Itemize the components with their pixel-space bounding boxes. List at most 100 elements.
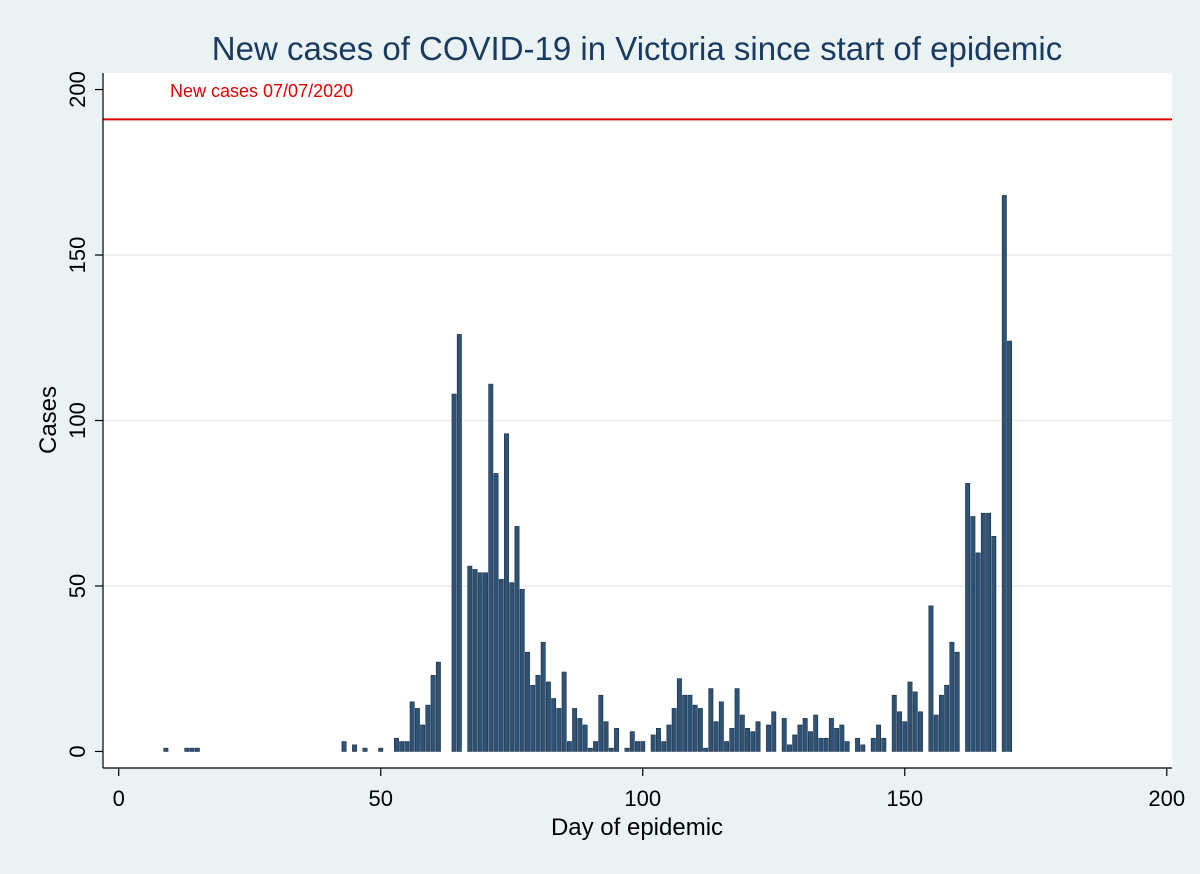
bar — [718, 701, 724, 752]
bar — [944, 684, 950, 752]
bar — [409, 701, 415, 752]
bar — [425, 704, 431, 752]
bar — [566, 741, 572, 752]
bar — [855, 737, 861, 752]
x-axis-label: Day of epidemic — [551, 814, 723, 841]
bar — [1007, 340, 1013, 752]
bar — [435, 661, 441, 752]
bar — [572, 708, 578, 752]
y-tick-label: 150 — [65, 237, 90, 274]
bar — [472, 569, 478, 752]
bar — [587, 747, 593, 752]
bar — [802, 718, 808, 752]
bar — [703, 747, 709, 752]
x-tick-label: 200 — [1148, 786, 1185, 811]
bar — [577, 718, 583, 752]
bar — [834, 727, 840, 752]
bar — [807, 731, 813, 752]
bar — [189, 747, 195, 752]
bar — [750, 731, 756, 752]
bar — [404, 741, 410, 752]
bar — [378, 747, 384, 752]
bar — [729, 727, 735, 752]
bar — [787, 744, 792, 752]
bar — [184, 747, 190, 752]
bar — [551, 698, 557, 752]
bar — [656, 727, 661, 752]
bars — [163, 195, 1013, 752]
bar — [891, 694, 897, 752]
bar — [682, 694, 688, 752]
bar — [593, 741, 599, 752]
bar — [844, 741, 850, 752]
bar — [671, 708, 677, 752]
bar — [540, 641, 546, 752]
bar — [352, 744, 357, 752]
bar — [933, 714, 939, 752]
bar — [194, 747, 200, 752]
bar — [525, 651, 530, 752]
bar — [938, 694, 944, 752]
chart-title: New cases of COVID-19 in Victoria since … — [212, 30, 1062, 67]
bar — [975, 552, 981, 752]
bar — [676, 678, 682, 752]
bar — [650, 734, 656, 752]
bar — [766, 724, 771, 752]
axes: 0 50 100 150 200 0 50 100 150 200 — [65, 71, 1185, 811]
x-tick-label: 100 — [624, 786, 661, 811]
bar — [635, 741, 640, 752]
bar — [608, 747, 614, 752]
bar — [519, 588, 525, 752]
bar — [514, 526, 520, 752]
bar — [430, 675, 436, 752]
bar — [483, 572, 488, 752]
bar — [467, 565, 473, 752]
bar — [582, 724, 588, 752]
bar — [839, 724, 845, 752]
bar — [907, 681, 913, 752]
bar — [813, 714, 819, 752]
bar — [629, 731, 635, 752]
bar — [797, 724, 803, 752]
bar — [420, 724, 426, 752]
bar — [818, 737, 824, 752]
bar — [828, 718, 834, 752]
bar — [771, 711, 777, 752]
bar — [1001, 195, 1007, 752]
bar — [902, 721, 908, 752]
bar — [954, 651, 960, 752]
bar — [545, 681, 551, 752]
y-tick-label: 100 — [65, 402, 90, 439]
bar — [881, 737, 887, 752]
bar — [451, 393, 457, 752]
bar — [488, 383, 494, 752]
y-tick-label: 50 — [65, 574, 90, 598]
x-tick-label: 150 — [886, 786, 923, 811]
bar — [781, 718, 787, 752]
bar — [823, 737, 829, 752]
bar — [456, 334, 462, 752]
bar — [504, 433, 509, 752]
bar — [986, 512, 992, 752]
bar — [870, 737, 876, 752]
bar — [687, 694, 693, 752]
bar — [624, 747, 630, 752]
bar — [928, 605, 934, 752]
bar — [970, 516, 976, 752]
bar — [897, 711, 902, 752]
bar — [792, 734, 798, 752]
bar — [708, 688, 714, 752]
bar — [734, 688, 740, 752]
bar — [661, 741, 667, 752]
bar — [697, 708, 703, 752]
y-tick-label: 200 — [65, 71, 90, 108]
bar — [876, 724, 882, 752]
bar — [965, 483, 971, 752]
bar — [399, 741, 405, 752]
bar — [991, 536, 997, 752]
bar — [414, 708, 420, 752]
bar — [498, 579, 504, 752]
bar — [912, 691, 918, 752]
